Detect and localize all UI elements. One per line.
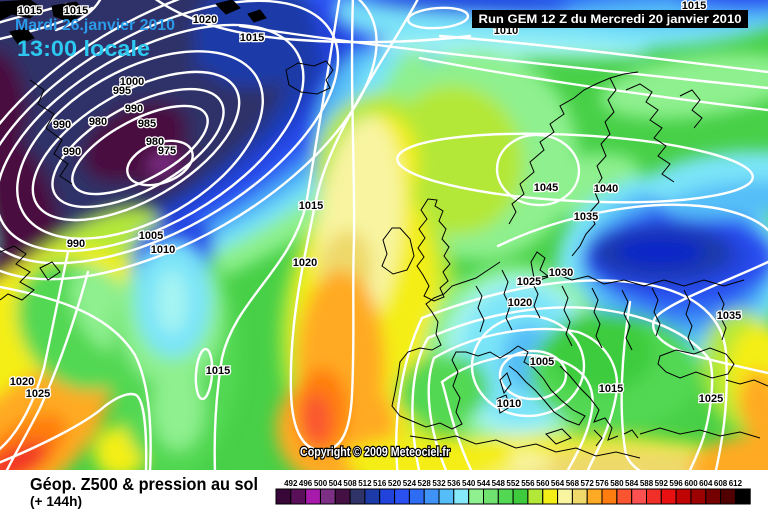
svg-text:576: 576	[595, 479, 609, 488]
svg-text:1005: 1005	[139, 230, 163, 242]
svg-text:13:00 locale: 13:00 locale	[17, 36, 150, 61]
svg-text:1015: 1015	[18, 5, 42, 17]
svg-text:1025: 1025	[517, 276, 541, 288]
svg-text:608: 608	[714, 479, 728, 488]
svg-text:528: 528	[418, 479, 432, 488]
svg-text:564: 564	[551, 479, 565, 488]
svg-text:512: 512	[358, 479, 372, 488]
svg-text:1015: 1015	[64, 5, 88, 17]
svg-text:548: 548	[492, 479, 506, 488]
svg-text:1035: 1035	[717, 310, 741, 322]
svg-text:1040: 1040	[594, 183, 618, 195]
svg-text:532: 532	[432, 479, 446, 488]
svg-text:1015: 1015	[599, 383, 623, 395]
svg-text:1025: 1025	[699, 393, 723, 405]
svg-text:1030: 1030	[549, 267, 573, 279]
svg-text:1045: 1045	[534, 182, 558, 194]
svg-text:560: 560	[536, 479, 550, 488]
svg-text:504: 504	[329, 479, 343, 488]
svg-text:1025: 1025	[26, 388, 50, 400]
svg-text:552: 552	[506, 479, 520, 488]
svg-text:580: 580	[610, 479, 624, 488]
svg-text:508: 508	[343, 479, 357, 488]
svg-text:990: 990	[125, 103, 143, 115]
svg-text:1000: 1000	[120, 76, 144, 88]
svg-text:1010: 1010	[151, 244, 175, 256]
svg-text:1020: 1020	[193, 14, 217, 26]
svg-text:Copyright © 2009 Meteociel.fr: Copyright © 2009 Meteociel.fr	[300, 445, 450, 459]
svg-text:592: 592	[655, 479, 669, 488]
svg-text:520: 520	[388, 479, 402, 488]
svg-text:990: 990	[63, 146, 81, 158]
svg-text:985: 985	[138, 118, 156, 130]
svg-text:572: 572	[581, 479, 595, 488]
svg-text:600: 600	[684, 479, 698, 488]
svg-text:980: 980	[89, 116, 107, 128]
svg-text:1035: 1035	[574, 211, 598, 223]
svg-text:(+ 144h): (+ 144h)	[30, 493, 82, 509]
svg-text:1020: 1020	[10, 376, 34, 388]
svg-text:1015: 1015	[299, 200, 323, 212]
svg-text:995: 995	[113, 85, 131, 97]
svg-text:516: 516	[373, 479, 387, 488]
svg-text:1015: 1015	[682, 0, 706, 12]
svg-text:Mardi 26.janvier 2010: Mardi 26.janvier 2010	[15, 17, 175, 34]
svg-text:536: 536	[447, 479, 461, 488]
svg-text:975: 975	[158, 145, 176, 157]
svg-text:1015: 1015	[240, 32, 264, 44]
svg-text:540: 540	[462, 479, 476, 488]
svg-text:492: 492	[284, 479, 298, 488]
svg-text:568: 568	[566, 479, 580, 488]
svg-text:1010: 1010	[497, 398, 521, 410]
svg-text:524: 524	[403, 479, 417, 488]
svg-text:588: 588	[640, 479, 654, 488]
svg-text:1005: 1005	[530, 356, 554, 368]
svg-text:556: 556	[521, 479, 535, 488]
svg-text:Géop. Z500 & pression au sol: Géop. Z500 & pression au sol	[30, 474, 258, 494]
svg-text:Run GEM 12 Z du Mercredi 20 ja: Run GEM 12 Z du Mercredi 20 janvier 2010	[479, 14, 742, 26]
svg-text:1020: 1020	[293, 257, 317, 269]
svg-text:1015: 1015	[206, 365, 230, 377]
svg-text:596: 596	[669, 479, 683, 488]
svg-text:604: 604	[699, 479, 713, 488]
svg-text:612: 612	[729, 479, 743, 488]
svg-text:496: 496	[299, 479, 313, 488]
svg-text:544: 544	[477, 479, 491, 488]
svg-text:584: 584	[625, 479, 639, 488]
svg-text:990: 990	[67, 238, 85, 250]
svg-text:990: 990	[53, 119, 71, 131]
svg-text:980: 980	[146, 136, 164, 148]
svg-text:500: 500	[314, 479, 328, 488]
svg-text:1020: 1020	[508, 297, 532, 309]
